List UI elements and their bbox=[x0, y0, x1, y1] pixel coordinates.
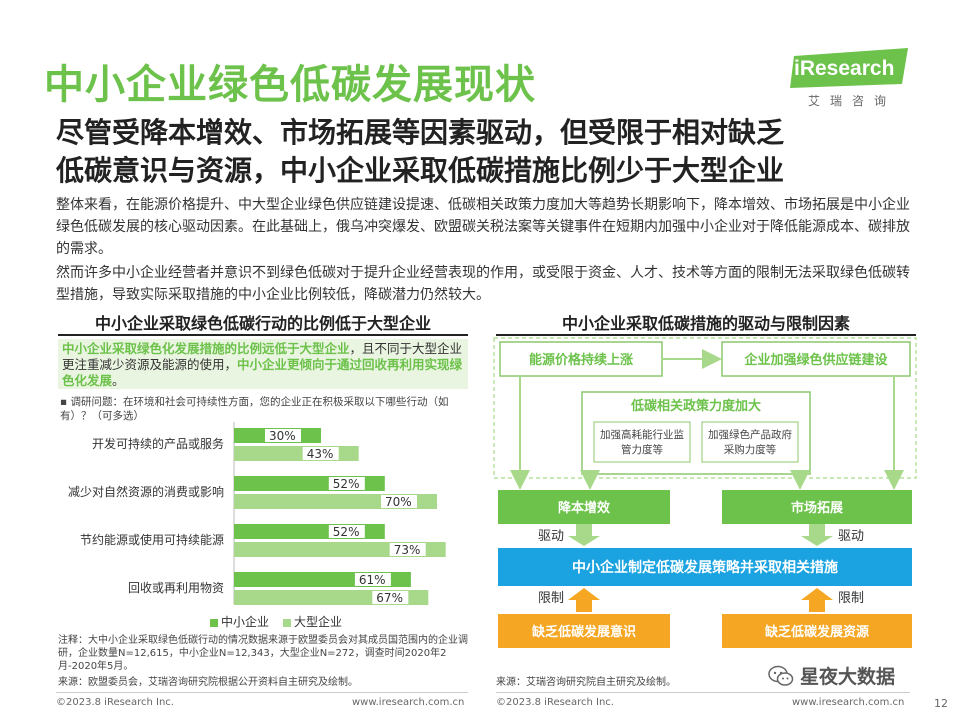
bar-value-label: 61% bbox=[359, 573, 386, 587]
energy-price-text: 能源价格持续上涨 bbox=[529, 352, 633, 368]
bar-value-bg bbox=[381, 495, 417, 508]
policy-sub-1-line-2: 管力度等 bbox=[621, 443, 663, 456]
awareness-box bbox=[498, 614, 670, 648]
left-title-divider bbox=[58, 334, 468, 336]
bar-value-bg bbox=[328, 525, 365, 538]
policy-sub-2-line-1: 加强绿色产品政府 bbox=[708, 428, 792, 441]
legend-swatch-large bbox=[283, 618, 292, 627]
bar-value-label: 67% bbox=[376, 591, 403, 605]
cost-drive-label: 驱动 bbox=[538, 529, 564, 544]
headline-line-1: 尽管受降本增效、市场拓展等因素驱动，但受限于相对缺乏 bbox=[56, 116, 785, 149]
category-label: 节约能源或使用可持续能源 bbox=[80, 532, 224, 547]
awareness-limit-label: 限制 bbox=[538, 591, 564, 606]
bar-large bbox=[234, 446, 359, 461]
strategy-box bbox=[498, 548, 912, 586]
highlight-part-2: ，且不同于大型企业更注重减少资源及能源的使用， bbox=[62, 341, 463, 372]
footer-copyright-left: ©2023.8 iResearch Inc. bbox=[56, 697, 174, 708]
bar-value-bg bbox=[354, 573, 391, 586]
right-title-divider bbox=[496, 334, 916, 336]
highlight-part-1: 中小企业采取绿色化发展措施的比例远低于大型企业 bbox=[62, 341, 350, 356]
right-source: 来源：艾瑞咨询研究院自主研究及绘制。 bbox=[496, 677, 676, 688]
cost-text: 降本增效 bbox=[558, 500, 611, 516]
policy-text: 低碳相关政策力度加大 bbox=[630, 398, 761, 414]
iresearch-logo: iResearch 艾瑞咨询 bbox=[790, 48, 910, 110]
category-label: 回收或再利用物资 bbox=[128, 581, 224, 595]
cost-drive-arrow bbox=[568, 524, 600, 546]
survey-question-text: 调研问题：在环境和社会可持续性方面，您的企业正在积极采取以下哪些行动（如有）？（… bbox=[60, 396, 449, 422]
footer-url-left[interactable]: www.iresearch.com.cn bbox=[352, 697, 465, 708]
legend-item-sme: 中小企业 bbox=[210, 613, 269, 630]
bar-value-label: 43% bbox=[307, 447, 334, 461]
logo-badge-shape bbox=[790, 48, 908, 88]
bar-value-bg bbox=[389, 543, 426, 556]
legend-item-large: 大型企业 bbox=[283, 613, 342, 630]
page-number: 12 bbox=[934, 697, 948, 710]
driver-diagram: 能源价格持续上涨 企业加强绿色供应链建设 低碳相关政策力度加大 加强高耗能行业监… bbox=[493, 337, 917, 648]
policy-sub-1-line-1: 加强高耗能行业监 bbox=[600, 428, 684, 441]
headline: 尽管受降本增效、市场拓展等因素驱动，但受限于相对缺乏 低碳意识与资源，中小企业采… bbox=[56, 114, 916, 190]
footer-line-right bbox=[496, 692, 910, 693]
bar-value-bg bbox=[302, 447, 339, 460]
policy-sub-box-1 bbox=[593, 421, 691, 463]
awareness-limit-arrow bbox=[568, 588, 600, 612]
bar-value-bg bbox=[372, 591, 409, 604]
bar-value-label: 73% bbox=[394, 543, 421, 557]
market-drive-arrow bbox=[801, 524, 833, 546]
energy-price-box bbox=[499, 341, 663, 377]
legend-swatch-sme bbox=[210, 618, 218, 627]
right-panel-title: 中小企业采取低碳措施的驱动与限制因素 bbox=[561, 314, 850, 333]
footer-line-left bbox=[56, 692, 468, 693]
logo-brand: iResearch bbox=[794, 57, 895, 80]
survey-question: ▪ 调研问题：在环境和社会可持续性方面，您的企业正在积极采取以下哪些行动（如有）… bbox=[60, 396, 449, 422]
paragraph-1: 整体来看，在能源价格提升、中大型企业绿色供应链建设提速、低碳相关政策力度加大等趋… bbox=[56, 197, 910, 257]
resources-box bbox=[722, 614, 912, 648]
logo-sub: 艾瑞咨询 bbox=[808, 94, 897, 108]
policy-sub-2-line-2: 采购力度等 bbox=[724, 443, 777, 456]
highlight-box bbox=[58, 339, 468, 389]
bar-chart: 开发可持续的产品或服务 30% 43% 减少对自然资源的消费或影响 52% 70% 节约能源… bbox=[68, 422, 446, 605]
left-source: 来源：欧盟委员会，艾瑞咨询研究院根据公开资料自主研究及绘制。 bbox=[58, 677, 358, 688]
chart-note: 注释：大中小企业采取绿色低碳行动的情况数据来源于欧盟委员会对其成员国范围内的企业… bbox=[58, 635, 468, 672]
highlight-part-3: 中小企业更倾向于通过回收再利用实现绿色化发展 bbox=[62, 357, 463, 388]
category-label: 减少对自然资源的消费或影响 bbox=[68, 484, 224, 499]
driver-frame bbox=[493, 337, 917, 479]
bar-value-label: 52% bbox=[333, 525, 360, 539]
highlight-part-4: 。 bbox=[112, 373, 125, 388]
strategy-text: 中小企业制定低碳发展策略并采取相关措施 bbox=[572, 559, 838, 576]
category-label: 开发可持续的产品或服务 bbox=[92, 436, 224, 451]
cost-box bbox=[498, 490, 670, 524]
supply-chain-box bbox=[721, 341, 911, 377]
footer-url-right[interactable]: www.iresearch.com.cn bbox=[792, 697, 905, 708]
bar-value-label: 30% bbox=[269, 429, 296, 443]
page-title: 中小企业绿色低碳发展现状 bbox=[44, 62, 536, 108]
market-box bbox=[722, 490, 912, 524]
awareness-text: 缺乏低碳发展意识 bbox=[531, 624, 636, 640]
legend-label-sme: 中小企业 bbox=[221, 615, 270, 629]
paragraph-2: 然而许多中小企业经营者并意识不到绿色低碳对于提升企业经营表现的作用，或受限于资金… bbox=[56, 265, 910, 303]
legend-label-large: 大型企业 bbox=[294, 615, 343, 629]
bar-value-bg bbox=[328, 477, 365, 490]
market-drive-label: 驱动 bbox=[838, 529, 864, 544]
bar-value-label: 70% bbox=[385, 495, 412, 509]
resources-text: 缺乏低碳发展资源 bbox=[764, 624, 869, 640]
chart-legend: 中小企业 大型企业 bbox=[210, 613, 342, 630]
resources-limit-arrow bbox=[801, 588, 833, 612]
left-panel-title: 中小企业采取绿色低碳行动的比例低于大型企业 bbox=[94, 314, 431, 333]
footer-copyright-right: ©2023.8 iResearch Inc. bbox=[496, 697, 614, 708]
bar-value-bg bbox=[265, 429, 301, 442]
watermark: 星夜大数据 bbox=[768, 662, 895, 689]
policy-sub-box-2 bbox=[701, 421, 799, 463]
wechat-icon bbox=[768, 665, 794, 686]
watermark-text: 星夜大数据 bbox=[800, 666, 896, 688]
highlight-text: 中小企业采取绿色化发展措施的比例远低于大型企业，且不同于大型企业更注重减少资源及… bbox=[62, 341, 466, 389]
supply-chain-text: 企业加强绿色供应链建设 bbox=[743, 352, 888, 368]
bar-value-label: 52% bbox=[333, 477, 360, 491]
headline-line-2: 低碳意识与资源，中小企业采取低碳措施比例少于大型企业 bbox=[56, 154, 785, 187]
market-text: 市场拓展 bbox=[791, 500, 844, 516]
resources-limit-label: 限制 bbox=[838, 591, 864, 606]
